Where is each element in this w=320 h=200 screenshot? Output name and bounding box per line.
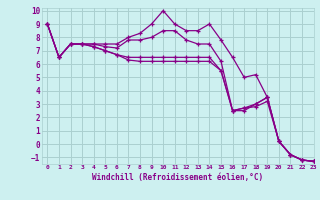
X-axis label: Windchill (Refroidissement éolien,°C): Windchill (Refroidissement éolien,°C) xyxy=(92,173,263,182)
